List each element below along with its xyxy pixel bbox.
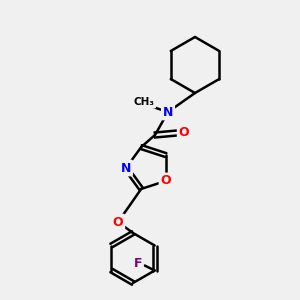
Text: O: O	[179, 127, 189, 140]
Text: CH₃: CH₃	[134, 97, 154, 107]
Text: F: F	[134, 257, 142, 270]
Text: N: N	[121, 161, 131, 175]
Text: O: O	[160, 174, 171, 188]
Text: N: N	[163, 106, 173, 118]
Text: O: O	[113, 215, 123, 229]
